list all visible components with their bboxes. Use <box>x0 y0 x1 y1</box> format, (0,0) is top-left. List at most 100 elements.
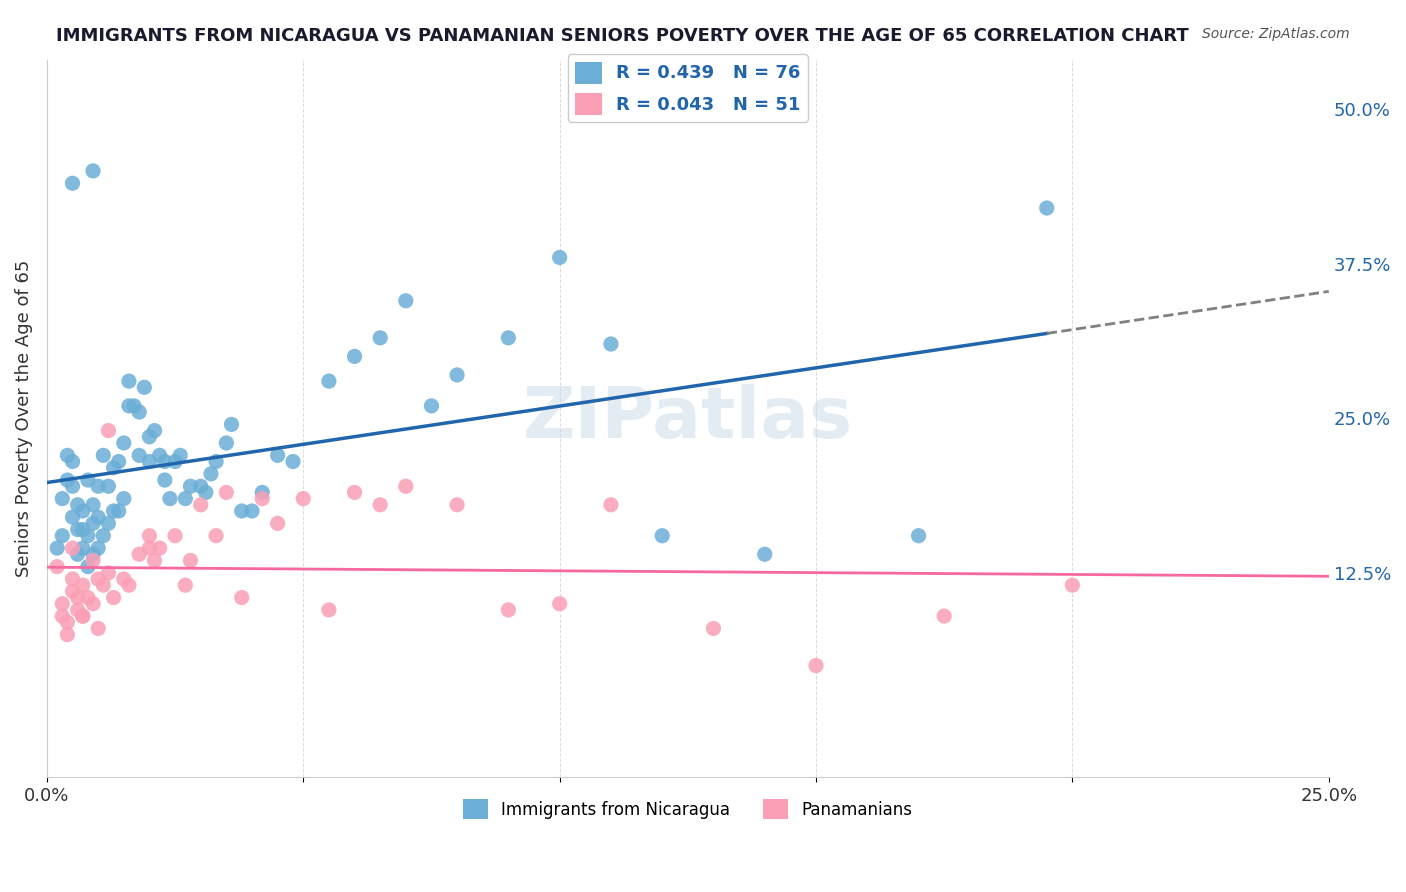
Point <box>194 485 217 500</box>
Point <box>118 399 141 413</box>
Point <box>62 479 84 493</box>
Point <box>82 597 104 611</box>
Point <box>91 448 114 462</box>
Point <box>51 609 73 624</box>
Point <box>205 454 228 468</box>
Point <box>62 572 84 586</box>
Point <box>91 578 114 592</box>
Point <box>252 485 274 500</box>
Text: Source: ZipAtlas.com: Source: ZipAtlas.com <box>1202 27 1350 41</box>
Point <box>97 516 120 531</box>
Point <box>159 491 181 506</box>
Point <box>128 448 150 462</box>
Y-axis label: Seniors Poverty Over the Age of 65: Seniors Poverty Over the Age of 65 <box>15 260 32 577</box>
Point <box>215 485 238 500</box>
Point <box>66 547 89 561</box>
Point <box>318 603 340 617</box>
Point <box>118 374 141 388</box>
Point <box>153 473 176 487</box>
Point <box>77 591 100 605</box>
Point <box>87 622 110 636</box>
Point <box>174 491 197 506</box>
Point <box>368 331 391 345</box>
Point <box>190 498 212 512</box>
Point <box>118 578 141 592</box>
Point <box>66 523 89 537</box>
Point <box>149 541 172 555</box>
Point <box>66 498 89 512</box>
Point <box>103 591 125 605</box>
Point <box>72 523 94 537</box>
Point <box>266 448 288 462</box>
Point <box>82 164 104 178</box>
Point <box>498 331 520 345</box>
Point <box>87 479 110 493</box>
Point <box>97 566 120 580</box>
Point <box>97 479 120 493</box>
Point <box>66 591 89 605</box>
Point <box>281 454 304 468</box>
Point <box>87 541 110 555</box>
Point <box>138 541 160 555</box>
Point <box>231 504 253 518</box>
Point <box>77 473 100 487</box>
Point <box>138 529 160 543</box>
Point <box>165 454 187 468</box>
Point <box>215 436 238 450</box>
Point <box>87 572 110 586</box>
Point <box>138 454 160 468</box>
Point <box>907 529 929 543</box>
Point <box>82 498 104 512</box>
Point <box>395 479 418 493</box>
Point <box>343 350 366 364</box>
Point <box>82 547 104 561</box>
Point <box>165 529 187 543</box>
Point <box>107 504 129 518</box>
Point <box>143 553 166 567</box>
Point <box>138 430 160 444</box>
Point <box>82 516 104 531</box>
Point <box>103 460 125 475</box>
Point <box>56 473 79 487</box>
Point <box>72 578 94 592</box>
Point <box>62 541 84 555</box>
Point <box>804 658 827 673</box>
Point <box>174 578 197 592</box>
Point <box>66 603 89 617</box>
Point <box>368 498 391 512</box>
Point <box>134 380 156 394</box>
Point <box>179 479 201 493</box>
Point <box>77 529 100 543</box>
Point <box>702 622 724 636</box>
Point <box>395 293 418 308</box>
Point <box>240 504 263 518</box>
Point <box>72 609 94 624</box>
Point <box>62 454 84 468</box>
Point <box>82 553 104 567</box>
Point <box>548 597 571 611</box>
Point <box>107 454 129 468</box>
Point <box>51 491 73 506</box>
Point <box>62 176 84 190</box>
Point <box>200 467 222 481</box>
Point <box>252 491 274 506</box>
Point <box>112 491 135 506</box>
Point <box>77 559 100 574</box>
Point <box>498 603 520 617</box>
Point <box>231 591 253 605</box>
Point <box>600 498 623 512</box>
Point <box>112 572 135 586</box>
Point <box>122 399 145 413</box>
Point <box>266 516 288 531</box>
Point <box>62 584 84 599</box>
Point <box>205 529 228 543</box>
Point <box>128 405 150 419</box>
Point <box>103 504 125 518</box>
Point <box>153 454 176 468</box>
Point <box>51 597 73 611</box>
Point <box>190 479 212 493</box>
Point <box>97 424 120 438</box>
Point <box>221 417 243 432</box>
Point <box>72 609 94 624</box>
Point <box>292 491 315 506</box>
